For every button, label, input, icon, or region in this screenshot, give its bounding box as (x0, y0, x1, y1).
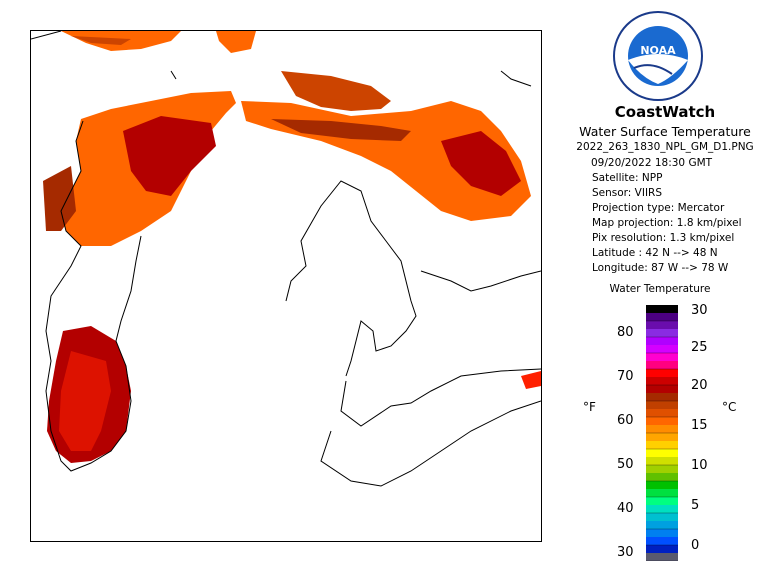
huron-band (271, 119, 411, 141)
colorbar-swatch (646, 457, 678, 466)
page-title: CoastWatch (614, 103, 716, 121)
satellite-label: Satellite: NPP (592, 172, 663, 184)
f-tick-60: 60 (617, 413, 634, 428)
colorbar-swatch (646, 553, 678, 561)
c-tick-5: 5 (691, 498, 700, 513)
lake-michigan-cold-2 (43, 166, 76, 231)
c-tick-15: 15 (691, 418, 708, 433)
page-subtitle: Water Surface Temperature (579, 124, 751, 139)
colorbar-swatch (646, 305, 678, 314)
lake-superior-dark (71, 36, 131, 45)
latitude-label: Latitude : 42 N --> 48 N (592, 247, 718, 259)
colorbar-swatch (646, 441, 678, 450)
colorbar-swatch (646, 465, 678, 474)
colorbar-swatch (646, 425, 678, 434)
georgian-bay-cold (441, 131, 521, 196)
datetime-label: 09/20/2022 18:30 GMT (591, 157, 713, 169)
c-tick-20: 20 (691, 378, 708, 393)
colorbar-swatch (646, 329, 678, 338)
longitude-label: Longitude: 87 W --> 78 W (592, 262, 729, 274)
colorbar-swatch (646, 545, 678, 554)
colorbar-swatch (646, 409, 678, 418)
colorbar-swatch (646, 529, 678, 538)
colorbar-swatch (646, 497, 678, 506)
coastline-erie (320, 368, 541, 487)
colorbar-swatch (646, 361, 678, 370)
temperature-colorbar (646, 305, 678, 561)
north-channel (281, 71, 391, 111)
map-projection-label: Map projection: 1.8 km/pixel (592, 217, 742, 229)
colorbar-swatch (646, 481, 678, 490)
sensor-label: Sensor: VIIRS (592, 187, 663, 199)
lakes-temperature-map (31, 31, 541, 487)
f-tick-80: 80 (617, 325, 634, 340)
c-tick-0: 0 (691, 538, 700, 553)
lake-michigan-south-warm (59, 351, 111, 451)
colorbar-swatch (646, 313, 678, 322)
colorbar-swatch (646, 489, 678, 498)
sst-map (30, 30, 542, 542)
colorbar-swatch (646, 377, 678, 386)
c-tick-10: 10 (691, 458, 708, 473)
colorbar-swatch (646, 353, 678, 362)
coastline-superior (31, 31, 532, 87)
colorbar-swatch (646, 321, 678, 330)
colorbar-swatch (646, 505, 678, 514)
lake-superior-warm-2 (216, 31, 256, 53)
coastline-michigan (45, 120, 142, 472)
coastline-ontario (420, 270, 541, 292)
colorbar-swatch (646, 369, 678, 378)
colorbar-swatch (646, 337, 678, 346)
colorbar-swatch (646, 433, 678, 442)
colorbar-swatch (646, 393, 678, 402)
celsius-unit: °C (722, 400, 737, 414)
colorbar-swatch (646, 401, 678, 410)
legend-title: Water Temperature (609, 283, 711, 295)
colorbar-swatch (646, 513, 678, 522)
colorbar-swatch (646, 417, 678, 426)
f-tick-70: 70 (617, 369, 634, 384)
image-filename: 2022_263_1830_NPL_GM_D1.PNG (576, 141, 754, 153)
f-tick-50: 50 (617, 457, 634, 472)
coastline-lower-peninsula (285, 180, 417, 377)
colorbar-swatch (646, 473, 678, 482)
c-tick-30: 30 (691, 303, 708, 318)
f-tick-30: 30 (617, 545, 634, 560)
pix-resolution-label: Pix resolution: 1.3 km/pixel (592, 232, 735, 244)
colorbar-swatch (646, 345, 678, 354)
fahrenheit-unit: °F (583, 400, 596, 414)
colorbar-swatch (646, 521, 678, 530)
noaa-logo-icon: NOAA (613, 11, 703, 101)
projection-type-label: Projection type: Mercator (592, 202, 725, 214)
lake-erie-warm (521, 371, 541, 389)
c-tick-25: 25 (691, 340, 708, 355)
lake-michigan-cold (123, 116, 216, 196)
colorbar-swatch (646, 385, 678, 394)
colorbar-swatch (646, 449, 678, 458)
logo-text: NOAA (640, 44, 676, 57)
f-tick-40: 40 (617, 501, 634, 516)
colorbar-swatch (646, 537, 678, 546)
